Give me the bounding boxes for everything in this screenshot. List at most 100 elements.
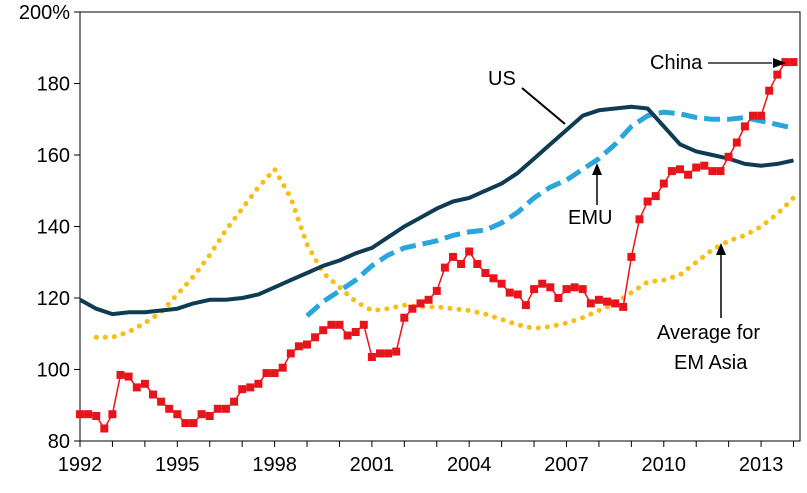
data-point-china [716, 167, 725, 176]
data-point-china [440, 263, 449, 272]
data-point-china [578, 285, 587, 294]
data-point-china [197, 410, 206, 419]
data-point-china [165, 404, 174, 413]
data-point-china [530, 285, 539, 294]
data-point-china [84, 410, 93, 419]
data-point-china [116, 370, 125, 379]
data-point-china [392, 347, 401, 356]
x-tick-label: 1995 [155, 454, 200, 476]
series-average-for-em-asia [93, 165, 796, 340]
data-point-china [643, 197, 652, 206]
data-point-china [611, 299, 620, 308]
data-point-china [521, 301, 530, 310]
series-line-emu [305, 109, 795, 318]
annotations: China US EMU Average for EM Asia [488, 52, 786, 374]
data-point-china [132, 383, 141, 392]
annotation-em-asia-line2: EM Asia [674, 352, 748, 374]
data-point-china [570, 283, 579, 292]
data-point-china [489, 274, 498, 283]
data-point-china [465, 247, 474, 256]
data-point-china [424, 295, 433, 304]
data-point-china [497, 279, 506, 288]
annotation-emu: EMU [568, 207, 612, 229]
arrowhead-em-asia [716, 243, 726, 255]
data-point-china [303, 340, 311, 349]
annotation-us: US [488, 68, 516, 90]
data-point-china [789, 58, 798, 67]
series-emu [305, 109, 795, 318]
data-point-china [230, 397, 239, 406]
data-point-china [108, 410, 117, 419]
data-point-china [246, 383, 255, 392]
x-axis: 1992 1995 1998 2001 2004 2007 2010 2013 [58, 441, 795, 476]
data-point-china [205, 412, 214, 420]
data-point-china [635, 215, 644, 224]
data-point-china [708, 167, 717, 176]
data-point-china [311, 333, 320, 342]
data-point-china [100, 424, 109, 433]
annotation-china: China [650, 52, 703, 74]
data-point-china [189, 419, 198, 428]
series-layer [76, 58, 798, 433]
data-point-china [781, 58, 790, 67]
data-point-china [659, 179, 668, 188]
data-point-china [554, 294, 563, 302]
x-tick-label: 2001 [350, 454, 395, 476]
data-point-china [294, 342, 303, 351]
data-point-china [627, 252, 636, 261]
data-point-china [124, 372, 133, 381]
y-tick-label: 200% [19, 2, 70, 24]
data-point-china [432, 286, 441, 295]
y-tick-label: 160 [37, 145, 70, 167]
data-point-china [586, 299, 595, 308]
data-point-china [765, 86, 774, 95]
data-point-china [684, 170, 693, 179]
data-point-china [343, 331, 352, 340]
data-point-china [157, 397, 166, 406]
data-point-china [749, 111, 757, 120]
data-point-china [384, 349, 393, 358]
data-point-china [732, 138, 741, 147]
data-point-china [481, 269, 490, 277]
data-point-china [351, 328, 360, 336]
x-tick-label: 2004 [447, 454, 492, 476]
data-point-china [546, 283, 555, 292]
x-tick-label: 2013 [739, 454, 784, 476]
y-axis: 80 100 120 140 160 180 200% [19, 2, 80, 453]
annotation-em-asia-line1: Average for [657, 322, 760, 344]
data-point-china [449, 252, 457, 261]
data-point-china [740, 122, 749, 131]
data-point-china [408, 304, 417, 313]
data-point-china [319, 326, 328, 335]
data-point-china [513, 290, 522, 299]
data-point-china [376, 349, 384, 358]
data-point-china [400, 313, 409, 322]
data-point-china [140, 379, 149, 388]
x-tick-label: 1992 [58, 454, 103, 476]
data-point-china [278, 363, 287, 372]
data-point-china [149, 390, 157, 399]
data-point-china [238, 385, 247, 394]
series-line-us [79, 104, 794, 317]
y-tick-label: 80 [48, 431, 70, 453]
y-tick-label: 180 [37, 74, 70, 96]
data-point-china [724, 152, 733, 161]
data-point-china [538, 279, 547, 288]
data-point-china [594, 295, 603, 304]
data-point-china [603, 297, 611, 306]
y-tick-label: 100 [37, 360, 70, 382]
data-point-china [173, 410, 182, 419]
data-point-china [562, 285, 571, 294]
data-point-china [700, 161, 709, 170]
data-point-china [359, 320, 368, 329]
data-point-china [457, 260, 466, 268]
data-point-china [262, 369, 271, 378]
data-point-china [757, 111, 766, 120]
data-point-china [505, 288, 514, 297]
data-point-china [92, 412, 101, 420]
data-point-china [619, 302, 628, 311]
data-point-china [692, 163, 701, 172]
y-tick-label: 120 [37, 288, 70, 310]
x-tick-label: 2010 [642, 454, 687, 476]
y-tick-label: 140 [37, 217, 70, 239]
